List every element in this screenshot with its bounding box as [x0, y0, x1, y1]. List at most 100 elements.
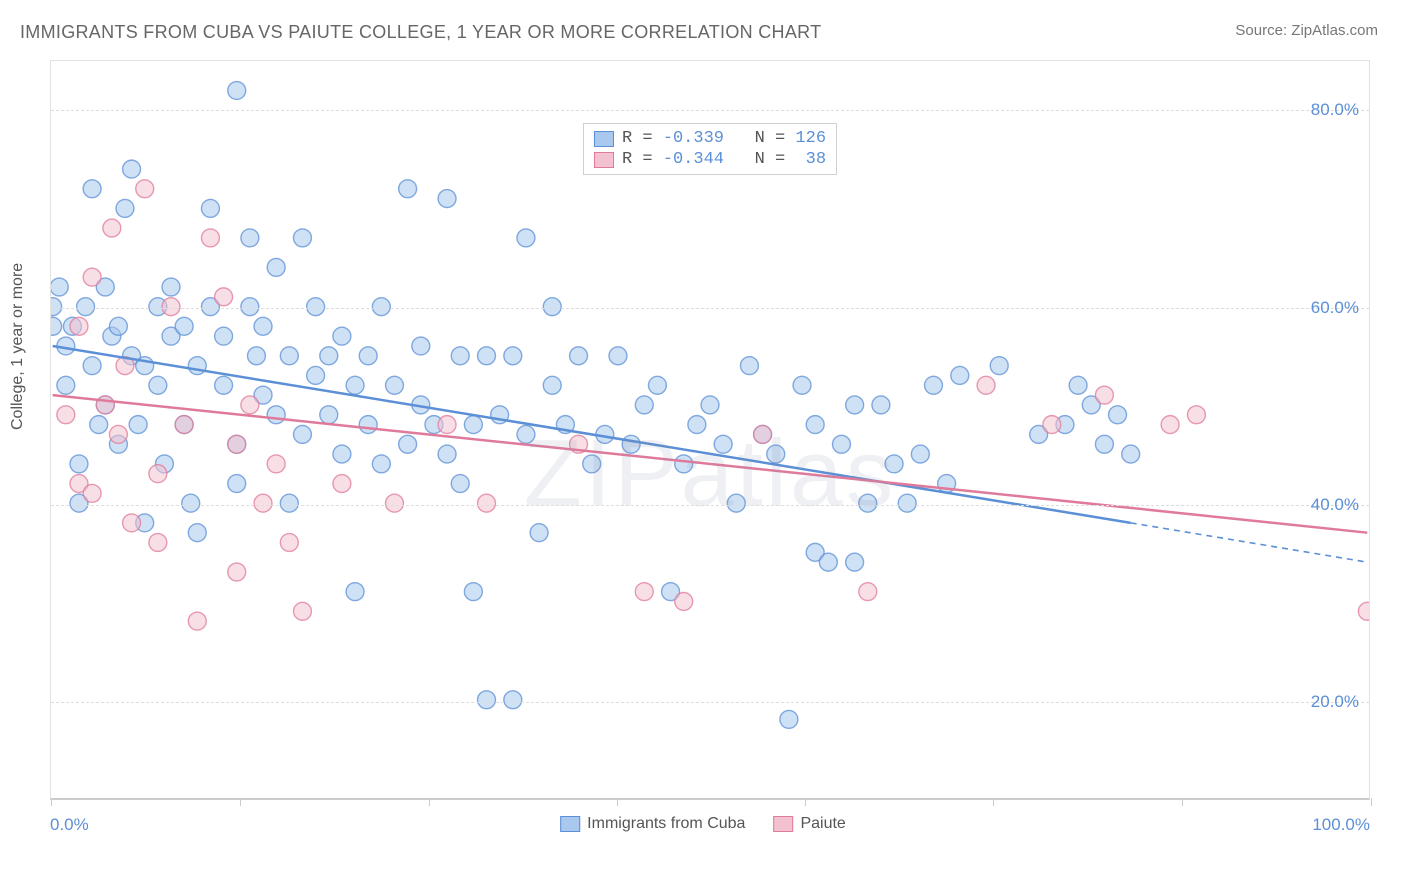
data-point	[675, 455, 693, 473]
data-point	[307, 366, 325, 384]
data-point	[478, 494, 496, 512]
data-point	[109, 425, 127, 443]
gridline	[51, 308, 1369, 309]
data-point	[241, 396, 259, 414]
data-point	[293, 229, 311, 247]
data-point	[70, 455, 88, 473]
x-axis-max-label: 100.0%	[1312, 815, 1370, 835]
y-tick-label: 20.0%	[1311, 692, 1359, 712]
x-tick	[1182, 798, 1183, 806]
data-point	[977, 376, 995, 394]
data-point	[228, 563, 246, 581]
data-point	[438, 190, 456, 208]
data-point	[359, 347, 377, 365]
data-point	[162, 278, 180, 296]
data-point	[346, 583, 364, 601]
data-point	[247, 347, 265, 365]
data-point	[320, 347, 338, 365]
data-point	[688, 416, 706, 434]
data-point	[149, 465, 167, 483]
data-point	[517, 229, 535, 247]
chart-title: IMMIGRANTS FROM CUBA VS PAIUTE COLLEGE, …	[20, 22, 821, 43]
data-point	[872, 396, 890, 414]
data-point	[267, 406, 285, 424]
data-point	[293, 425, 311, 443]
data-point	[201, 199, 219, 217]
legend-stat-row: R = -0.344 N = 38	[594, 149, 826, 170]
data-point	[622, 435, 640, 453]
data-point	[846, 396, 864, 414]
data-point	[478, 347, 496, 365]
data-point	[530, 524, 548, 542]
data-point	[333, 327, 351, 345]
data-point	[767, 445, 785, 463]
data-point	[149, 376, 167, 394]
data-point	[280, 494, 298, 512]
data-point	[1122, 445, 1140, 463]
data-point	[241, 298, 259, 316]
y-axis-title: College, 1 year or more	[9, 263, 27, 430]
data-point	[372, 298, 390, 316]
legend-stat-row: R = -0.339 N = 126	[594, 128, 826, 149]
data-point	[51, 278, 68, 296]
data-point	[727, 494, 745, 512]
data-point	[399, 180, 417, 198]
chart-container: IMMIGRANTS FROM CUBA VS PAIUTE COLLEGE, …	[0, 0, 1406, 892]
data-point	[464, 583, 482, 601]
legend-stat-text: R = -0.344 N = 38	[622, 150, 826, 169]
data-point	[254, 494, 272, 512]
legend-swatch	[773, 816, 793, 832]
data-point	[609, 347, 627, 365]
data-point	[386, 376, 404, 394]
data-point	[399, 435, 417, 453]
data-point	[1161, 416, 1179, 434]
data-point	[1095, 386, 1113, 404]
source-label: Source:	[1235, 22, 1287, 39]
data-point	[109, 317, 127, 335]
correlation-legend: R = -0.339 N = 126 R = -0.344 N = 38	[583, 123, 837, 175]
gridline	[51, 505, 1369, 506]
data-point	[570, 347, 588, 365]
data-point	[675, 593, 693, 611]
data-point	[333, 445, 351, 463]
data-point	[96, 396, 114, 414]
data-point	[1095, 435, 1113, 453]
data-point	[228, 475, 246, 493]
data-point	[438, 445, 456, 463]
data-point	[70, 317, 88, 335]
data-point	[701, 396, 719, 414]
data-point	[201, 229, 219, 247]
data-point	[504, 691, 522, 709]
data-point	[1109, 406, 1127, 424]
data-point	[1187, 406, 1205, 424]
data-point	[103, 219, 121, 237]
data-point	[438, 416, 456, 434]
data-point	[188, 612, 206, 630]
source-attribution: Source: ZipAtlas.com	[1235, 22, 1378, 39]
data-point	[254, 317, 272, 335]
data-point	[859, 583, 877, 601]
data-point	[293, 602, 311, 620]
legend-swatch	[560, 816, 580, 832]
data-point	[175, 416, 193, 434]
data-point	[333, 475, 351, 493]
data-point	[714, 435, 732, 453]
trend-line	[53, 346, 1131, 523]
data-point	[188, 524, 206, 542]
data-point	[215, 288, 233, 306]
data-point	[83, 484, 101, 502]
data-point	[740, 357, 758, 375]
gridline	[51, 110, 1369, 111]
data-point	[806, 416, 824, 434]
source-name[interactable]: ZipAtlas.com	[1291, 22, 1378, 39]
data-point	[386, 494, 404, 512]
data-point	[648, 376, 666, 394]
plot-area: ZIPatlas R = -0.339 N = 126R = -0.344 N …	[50, 60, 1370, 800]
data-point	[77, 298, 95, 316]
data-point	[412, 337, 430, 355]
data-point	[175, 317, 193, 335]
data-point	[83, 180, 101, 198]
legend-stat-text: R = -0.339 N = 126	[622, 129, 826, 148]
data-point	[215, 327, 233, 345]
data-point	[898, 494, 916, 512]
